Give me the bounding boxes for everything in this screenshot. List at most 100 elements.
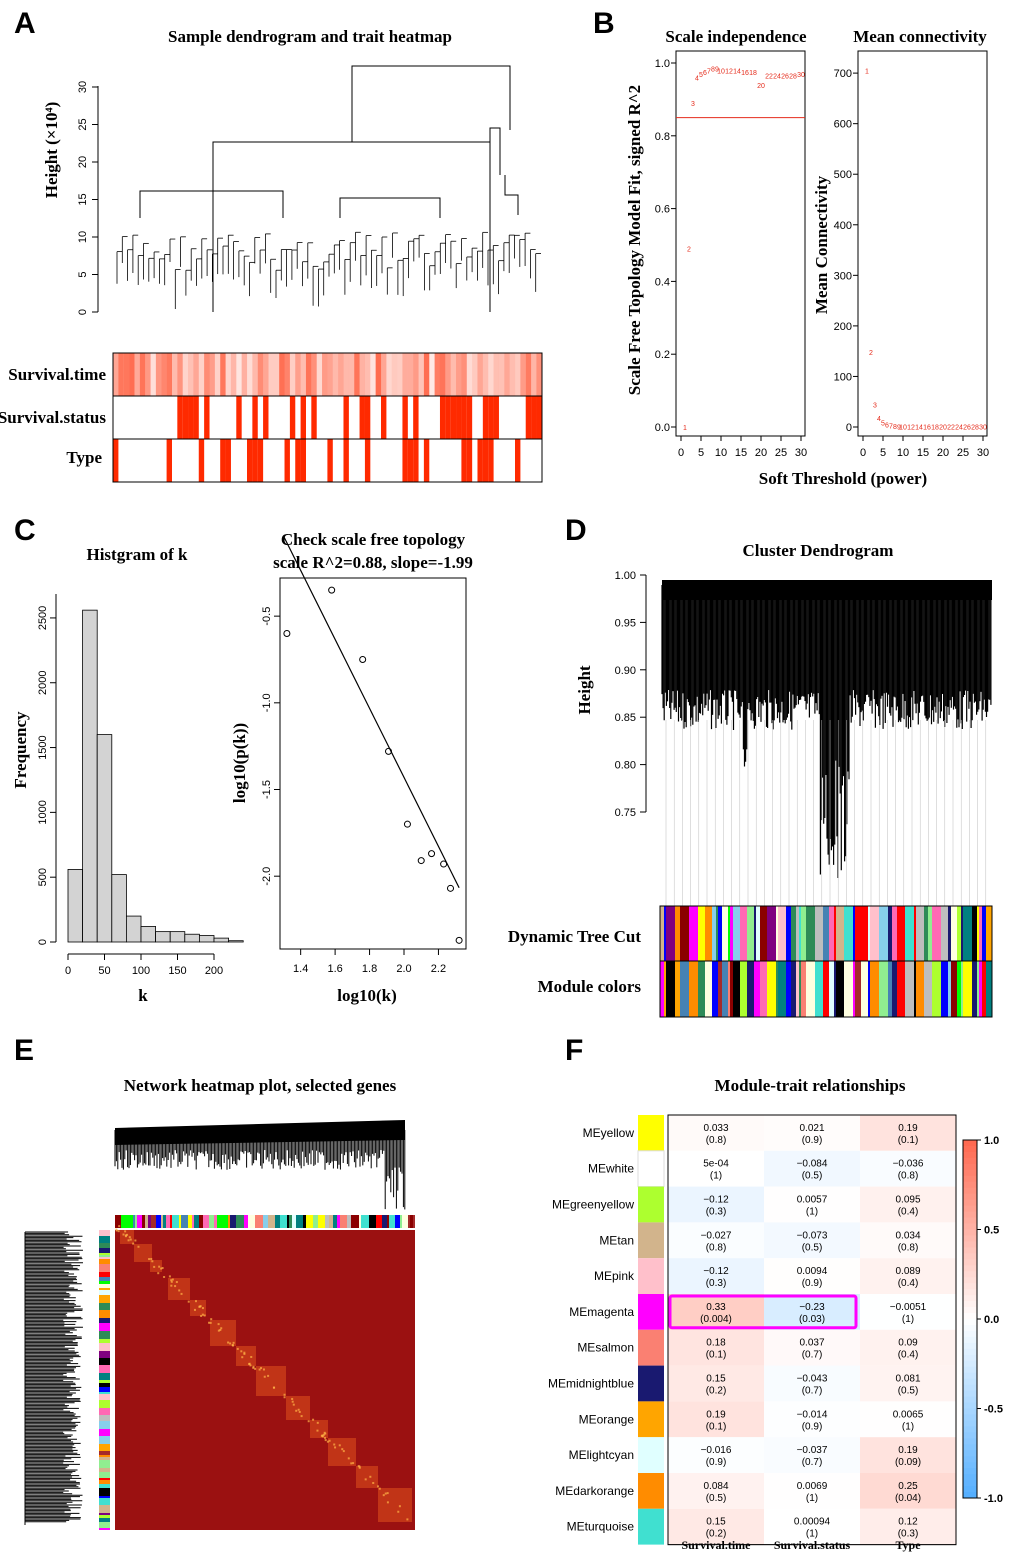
x-tick-label: 50 <box>98 965 110 977</box>
correlation-cell <box>860 1508 956 1545</box>
survival-status-cell <box>188 396 194 439</box>
module-name: MEwhite <box>588 1162 634 1176</box>
survival-time-cell <box>364 353 371 396</box>
top-module-bar <box>413 1215 415 1228</box>
survival-time-cell <box>472 353 478 396</box>
x-tick-label: 0 <box>860 447 866 459</box>
trait-heatmap-frame <box>112 352 543 483</box>
left-module-bar <box>99 1387 110 1392</box>
p-value: (1) <box>902 1421 914 1432</box>
histogram-bar <box>198 935 215 943</box>
dynamic-tree-cut-segment <box>718 906 722 961</box>
left-module-bar <box>99 1415 110 1421</box>
top-module-bar <box>181 1215 188 1228</box>
top-module-bar <box>236 1215 244 1228</box>
x-tick-label: 5 <box>880 447 886 459</box>
top-module-bar <box>194 1215 199 1228</box>
scale-gradient-step <box>963 1169 977 1177</box>
scale-gradient-step <box>963 1175 977 1183</box>
correlation-cell <box>860 1294 956 1330</box>
module-name: MEtan <box>599 1233 634 1247</box>
correlation-value: 0.0069 <box>797 1481 828 1492</box>
panel-a: A Sample dendrogram and trait heatmap He… <box>0 7 543 483</box>
module-name: MEmagenta <box>569 1305 634 1319</box>
degree-point <box>403 820 411 828</box>
correlation-value: −0.073 <box>797 1230 828 1241</box>
correlation-cell <box>860 1473 956 1509</box>
survival-time-cell <box>188 353 194 396</box>
correlation-value: 0.095 <box>895 1195 920 1206</box>
left-module-bar <box>99 1380 110 1383</box>
cluster-dendrogram-y-label: Height <box>575 665 594 714</box>
module-color-segment <box>897 961 905 1017</box>
scale-gradient-step <box>963 1462 977 1469</box>
scale-gradient-step <box>963 1324 977 1332</box>
trait-label-survival-status: Survival.status <box>0 408 106 427</box>
scale-gradient-step <box>963 1295 977 1302</box>
top-module-bar <box>369 1215 376 1228</box>
degree-point <box>455 936 463 944</box>
diag-speck <box>324 1439 327 1442</box>
left-module-bar <box>99 1498 110 1505</box>
survival-status-cell <box>439 396 446 439</box>
left-module-bar <box>99 1455 110 1457</box>
dynamic-tree-cut-segment <box>799 906 801 961</box>
module-color-segment <box>716 961 718 1017</box>
diag-speck <box>127 1239 130 1242</box>
y-tick-label: 15 <box>77 193 89 205</box>
survival-status-cell <box>482 396 489 439</box>
diag-speck <box>322 1433 325 1436</box>
scale-gradient-step <box>963 1187 977 1195</box>
diag-speck <box>369 1475 372 1478</box>
correlation-value: 0.089 <box>895 1266 920 1277</box>
left-module-bar <box>99 1248 110 1253</box>
correlation-value: 0.0057 <box>797 1195 828 1206</box>
power-point: 8 <box>893 424 897 431</box>
correlation-value: −0.084 <box>797 1159 828 1170</box>
scale-gradient-step <box>963 1253 977 1260</box>
survival-time-cell <box>220 353 226 396</box>
diag-speck <box>357 1465 360 1468</box>
type-cell <box>364 439 371 482</box>
survival-time-cell <box>182 353 189 396</box>
survival-status-cell <box>311 396 317 439</box>
correlation-value: −0.014 <box>797 1409 828 1420</box>
survival-time-cell <box>150 353 156 396</box>
module-color-swatch <box>638 1186 664 1223</box>
power-point: 20 <box>939 424 947 431</box>
y-tick-label: 300 <box>834 270 852 282</box>
degree-histogram: 0 500 1000 1500 2000 2500 0 50 100 150 200 <box>37 594 244 977</box>
correlation-value: 0.19 <box>706 1409 726 1420</box>
dynamic-tree-cut-segment <box>870 906 879 961</box>
correlation-cell <box>668 1473 764 1509</box>
dynamic-tree-cut-segment <box>868 906 870 961</box>
type-cell <box>482 439 489 482</box>
scale-gradient-step <box>963 1390 977 1398</box>
dynamic-tree-cut-segment <box>914 906 916 961</box>
dendro-right-cluster <box>489 127 501 175</box>
module-color-swatch <box>638 1294 664 1330</box>
y-tick-label: 1.0 <box>655 58 670 70</box>
top-module-bar <box>303 1215 306 1228</box>
module-color-segment <box>756 961 760 1017</box>
p-value: (0.3) <box>706 1207 727 1218</box>
module-color-segment <box>986 961 992 1017</box>
diag-speck <box>126 1233 129 1236</box>
top-module-bar <box>395 1215 400 1228</box>
correlation-cell <box>860 1329 956 1366</box>
dynamic-tree-cut-segment <box>698 906 705 961</box>
module-name: MEorange <box>579 1412 635 1426</box>
dynamic-tree-cut-segment <box>982 906 986 961</box>
scale-gradient-step <box>963 1330 977 1338</box>
top-module-bar <box>145 1215 148 1228</box>
top-module-bar <box>192 1215 194 1228</box>
panel-a-y-axis-label: Height (×10⁴) <box>42 102 61 198</box>
top-module-bar <box>263 1215 268 1228</box>
scale-gradient-step <box>963 1468 977 1475</box>
panel-d: D Cluster Dendrogram Height 1.00 0.95 0.90… <box>508 514 993 1018</box>
scale-gradient-step <box>963 1342 977 1350</box>
module-block <box>310 1420 328 1438</box>
left-module-bar <box>99 1484 110 1488</box>
survival-time-cell <box>198 353 205 396</box>
survival-time-cell <box>477 353 483 396</box>
